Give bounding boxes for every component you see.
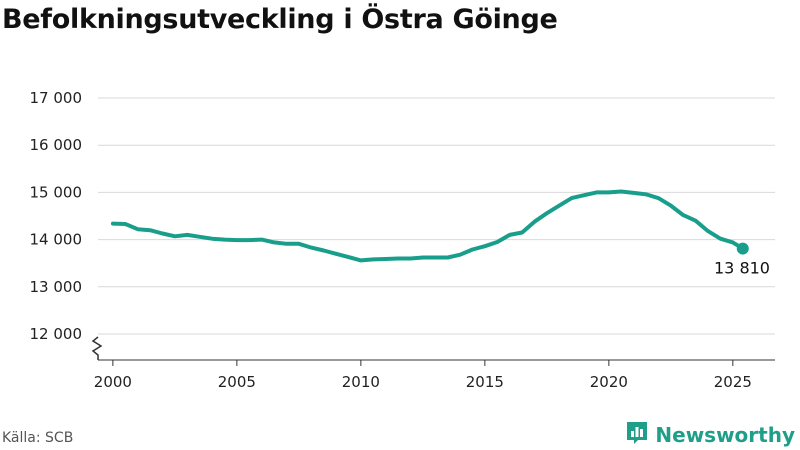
y-tick-label: 13 000 <box>30 278 83 296</box>
x-tick-label: 2005 <box>218 373 256 391</box>
y-tick-label: 17 000 <box>30 89 83 107</box>
x-tick-label: 2025 <box>714 373 752 391</box>
y-tick-label: 16 000 <box>30 136 83 154</box>
y-tick-label: 12 000 <box>30 325 83 343</box>
gridlines <box>98 97 775 335</box>
y-axis-tick-labels: 12 000 13 000 14 000 15 000 16 000 17 000 <box>30 89 83 343</box>
y-tick-label: 14 000 <box>30 231 83 249</box>
brand-logo: Newsworthy <box>625 420 795 450</box>
end-value-label: 13 810 <box>714 259 770 278</box>
x-axis <box>98 359 775 366</box>
x-tick-label: 2015 <box>466 373 504 391</box>
series-line <box>110 189 745 263</box>
end-point-marker <box>736 242 749 255</box>
x-tick-label: 2000 <box>94 373 132 391</box>
x-tick-label: 2020 <box>590 373 628 391</box>
x-tick-label: 2010 <box>342 373 380 391</box>
chart-title: Befolkningsutveckling i Östra Göinge <box>2 4 558 35</box>
bar-chart-badge-icon <box>625 420 649 450</box>
x-axis-tick-labels: 2000 2005 2010 2015 2020 2025 <box>94 373 752 391</box>
brand-name: Newsworthy <box>655 423 795 447</box>
zigzag-axis-break-icon <box>91 336 103 360</box>
y-tick-label: 15 000 <box>30 183 83 201</box>
source-note: Källa: SCB <box>2 430 74 446</box>
